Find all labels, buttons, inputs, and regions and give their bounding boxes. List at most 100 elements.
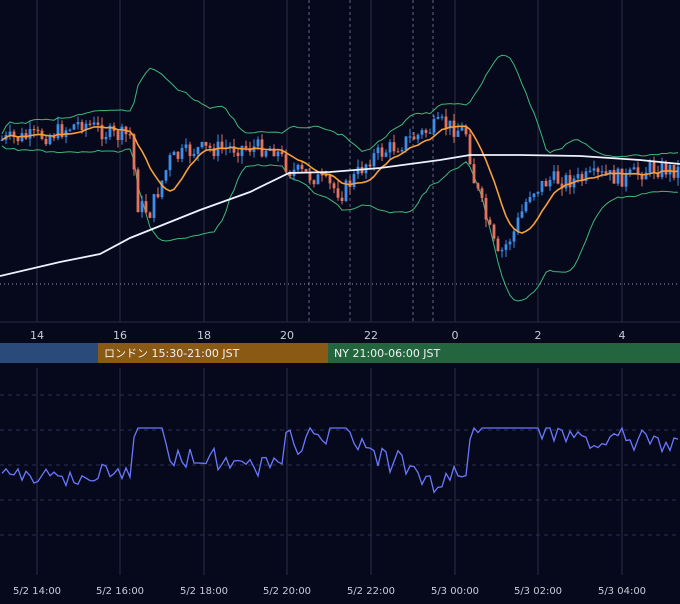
candle-body [412,136,416,140]
candle-body [616,168,620,184]
candle-body [392,142,396,152]
candle-body [324,174,328,177]
candle-body [568,175,572,188]
candle-body [344,180,348,202]
candle-body [464,127,468,135]
candle-body [520,211,524,218]
candle-body [576,174,580,179]
candle-body [192,153,196,156]
candle-body [500,249,504,252]
candle-body [528,197,532,202]
candle-body [644,172,648,180]
candle-body [532,193,536,198]
candle-body [44,138,48,145]
session-band-tokyo [0,343,98,363]
candle-body [516,217,520,232]
candle-body [204,141,208,146]
candle-body [376,147,380,154]
candle-body [164,170,168,181]
price-x-tick-label: 22 [364,329,378,342]
candle-body [424,130,428,133]
candle-body [676,166,680,178]
candle-body [408,136,412,138]
moving-average-short-line [1,125,679,234]
candle-body [96,122,100,125]
candle-body [524,201,528,212]
candle-body [552,171,556,180]
candle-body [580,174,584,181]
candle-body [468,134,472,165]
candle-body [592,168,596,171]
candles-group [0,108,680,258]
candle-body [280,151,284,155]
bollinger-lower-line [1,145,678,302]
candle-body [300,164,304,170]
candle-body [264,150,268,157]
candle-body [496,238,500,252]
candle-body [0,139,4,142]
candle-body [596,168,600,173]
candle-body [380,147,384,157]
candle-body [508,241,512,245]
candle-body [456,130,460,137]
candle-body [348,180,352,188]
candle-body [304,169,308,172]
candle-body [432,118,436,133]
candle-body [16,137,20,142]
moving-average-long-line [0,154,680,277]
candle-body [104,136,108,140]
candle-body [276,151,280,157]
candle-body [612,170,616,184]
candle-body [648,161,652,173]
candle-body [72,124,76,130]
price-x-tick-label: 4 [619,329,626,342]
price-x-tick-label: 0 [452,329,459,342]
candle-body [512,231,516,242]
candle-body [632,167,636,170]
candle-body [236,152,240,157]
candle-body [232,146,236,153]
candle-body [312,180,316,185]
candle-body [168,155,172,171]
candle-body [240,145,244,157]
candle-body [88,123,92,125]
candle-body [588,170,592,172]
candle-body [316,174,320,185]
price-x-tick-label: 16 [113,329,127,342]
candle-body [540,180,544,192]
candle-body [668,164,672,175]
bollinger-upper-line [1,54,679,158]
candle-body [8,131,12,135]
candle-body [420,130,424,135]
candle-body [384,152,388,157]
candle-body [556,171,560,184]
candle-body [480,188,484,199]
candle-body [624,173,628,187]
candle-body [76,122,80,125]
candle-body [188,144,192,156]
price-x-tick-label: 14 [30,329,44,342]
oscillator-line [1,426,679,494]
candle-body [136,169,140,213]
session-band-ny [328,343,680,363]
candle-body [68,129,72,131]
candle-body [336,188,340,198]
candle-body [476,183,480,189]
candle-body [664,163,668,175]
candle-body [604,171,608,175]
candle-body [92,122,96,125]
candle-body [152,194,156,218]
candle-body [416,134,420,140]
candle-body [484,198,488,220]
candle-body [332,183,336,189]
candle-body [80,122,84,131]
osc-x-tick-label: 5/2 16:00 [96,586,144,597]
candle-body [140,201,144,213]
candle-body [452,120,456,137]
candle-body [436,116,440,119]
candle-body [636,167,640,175]
candle-body [20,133,24,142]
candle-body [212,147,216,157]
candle-body [388,142,392,153]
